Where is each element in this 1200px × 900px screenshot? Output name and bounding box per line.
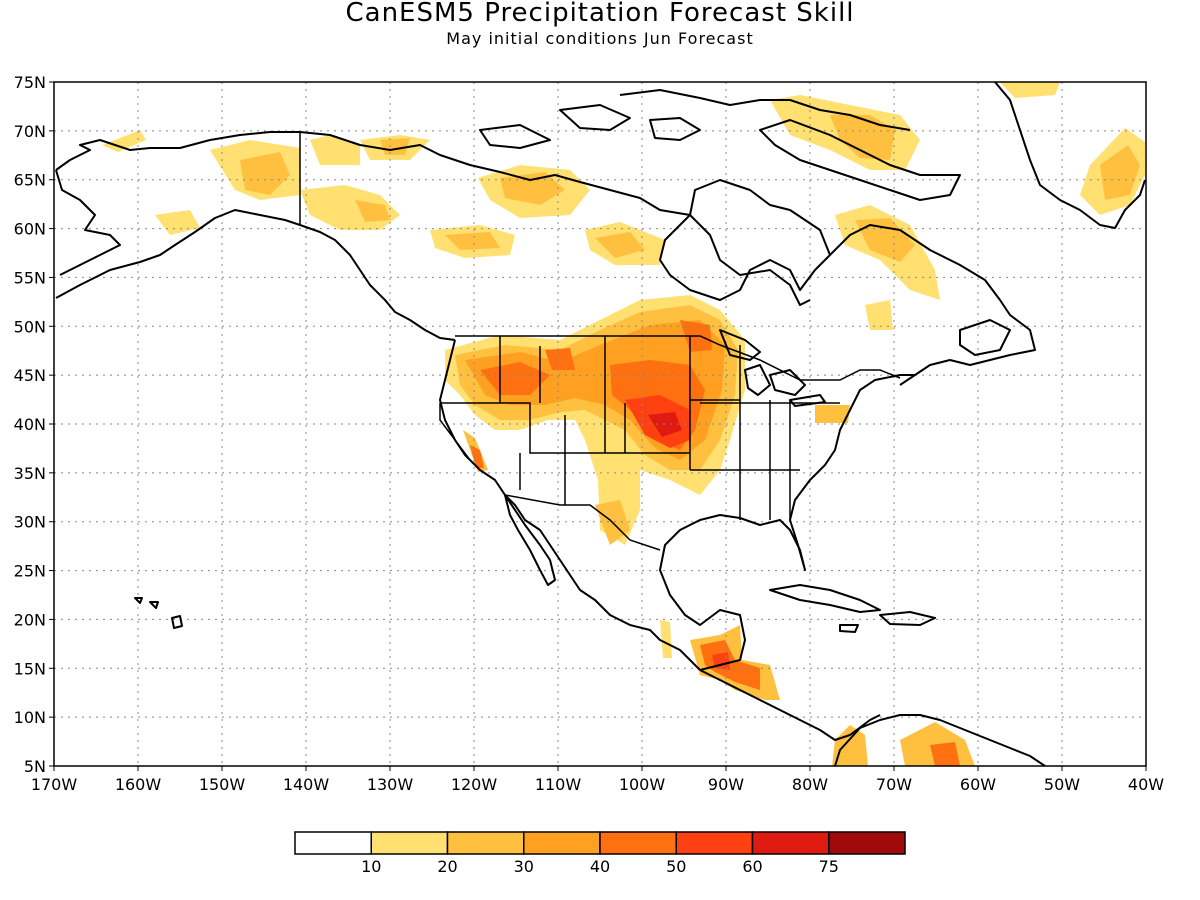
skill-region-greenland-core	[1100, 145, 1140, 200]
coastline-arctic-canada	[299, 131, 811, 306]
colorbar-swatch	[751, 831, 830, 855]
border-us-mexico	[504, 494, 661, 551]
coastline-jamaica	[839, 624, 859, 633]
lon-tick-label: 160W	[115, 775, 162, 794]
skill-region-alaska-core	[240, 152, 290, 195]
lon-tick-label: 70W	[876, 775, 912, 794]
coastline-arctic-islands	[479, 89, 911, 149]
skill-region-nunavut-core	[500, 172, 565, 205]
skill-region-north-arctic	[1000, 82, 1060, 98]
coastline-hawaii	[134, 597, 183, 629]
colorbar-label: 50	[666, 857, 686, 876]
border-us-states	[439, 336, 840, 520]
colorbar-swatch	[370, 831, 449, 855]
lat-tick-label: 55N	[14, 268, 46, 287]
colorbar-label: 75	[819, 857, 839, 876]
colorbar-swatch	[828, 831, 906, 855]
lat-tick-label: 40N	[14, 415, 46, 434]
skill-region-nwt-core	[380, 138, 410, 155]
coastline-alaska-north	[55, 131, 300, 171]
colorbar-label: 10	[361, 857, 381, 876]
skill-region-alaska-west	[102, 130, 146, 152]
coastline-us-west	[439, 339, 701, 671]
coastline-greenland	[994, 82, 1146, 229]
lat-tick-label: 65N	[14, 171, 46, 190]
coastline-baffin	[759, 119, 961, 201]
lon-tick-label: 50W	[1044, 775, 1080, 794]
colorbar-swatch	[675, 831, 754, 855]
coastline-labrador	[829, 224, 1036, 386]
skill-region-central-canada-core	[445, 232, 500, 250]
skill-region-east-canada	[865, 300, 893, 330]
lat-tick-label: 15N	[14, 659, 46, 678]
lon-tick-label: 130W	[367, 775, 414, 794]
skill-region-arctic-islands-core	[830, 115, 895, 160]
lat-tick-label: 30N	[14, 513, 46, 532]
lat-tick-label: 5N	[24, 757, 46, 776]
skill-region-pennsylvania	[815, 405, 850, 423]
coastline-cuba	[769, 584, 881, 613]
axis-ticks: 75N 70N 65N 60N 55N 50N 45N 40N 35N 30N 25N 20N 15N 1…	[14, 73, 1165, 794]
lon-tick-label: 80W	[792, 775, 828, 794]
skill-region-central-america-core	[700, 640, 760, 690]
lon-tick-label: 170W	[31, 775, 78, 794]
colorbar-label: 30	[514, 857, 534, 876]
coastline-newfoundland	[959, 319, 1011, 356]
coastline-south-america	[834, 714, 1046, 766]
lon-tick-label: 110W	[535, 775, 582, 794]
political-borders	[299, 132, 901, 551]
skill-region-yukon	[310, 135, 360, 165]
lon-tick-label: 150W	[199, 775, 246, 794]
skill-region-colombia	[832, 725, 868, 766]
border-us-canada	[455, 335, 901, 381]
lon-tick-label: 120W	[451, 775, 498, 794]
lon-tick-label: 90W	[708, 775, 744, 794]
coastline-central-america	[699, 669, 881, 741]
coastline-gulf	[659, 374, 915, 671]
graticule	[54, 82, 1146, 766]
coastline-hudson-bay	[659, 179, 831, 301]
coastline-hispaniola	[879, 611, 936, 626]
lon-tick-label: 100W	[619, 775, 666, 794]
skill-region-hudson-west-core	[595, 232, 645, 258]
colorbar-label: 20	[437, 857, 457, 876]
colorbar: 10 20 30 40 50 60 75	[294, 831, 906, 876]
lat-tick-label: 35N	[14, 464, 46, 483]
coastline-baja	[504, 494, 556, 586]
lon-tick-label: 60W	[960, 775, 996, 794]
lat-tick-label: 25N	[14, 562, 46, 581]
lat-tick-label: 50N	[14, 317, 46, 336]
lat-tick-label: 60N	[14, 220, 46, 239]
lat-tick-label: 70N	[14, 122, 46, 141]
colorbar-label: 40	[590, 857, 610, 876]
figure-title: CanESM5 Precipitation Forecast Skill	[345, 0, 855, 28]
colorbar-swatch	[523, 831, 601, 855]
lat-tick-label: 75N	[14, 73, 46, 92]
lat-tick-label: 10N	[14, 708, 46, 727]
skill-region-california-core	[470, 445, 484, 468]
skill-shading	[102, 82, 1145, 766]
lat-tick-label: 45N	[14, 366, 46, 385]
lat-tick-label: 20N	[14, 610, 46, 629]
skill-region-venezuela-core	[930, 742, 960, 766]
skill-region-mexico-south	[660, 620, 672, 658]
figure-subtitle: May initial conditions Jun Forecast	[446, 29, 754, 48]
skill-region-western-canada-core	[355, 200, 390, 222]
colorbar-label: 60	[742, 857, 762, 876]
colorbar-swatch	[294, 831, 372, 855]
lon-tick-label: 40W	[1128, 775, 1164, 794]
coastline-alaska-west	[55, 169, 121, 276]
colorbar-swatch	[599, 831, 677, 855]
coastline-great-lakes	[719, 329, 826, 407]
colorbar-swatch	[446, 831, 525, 855]
lon-tick-label: 140W	[283, 775, 330, 794]
